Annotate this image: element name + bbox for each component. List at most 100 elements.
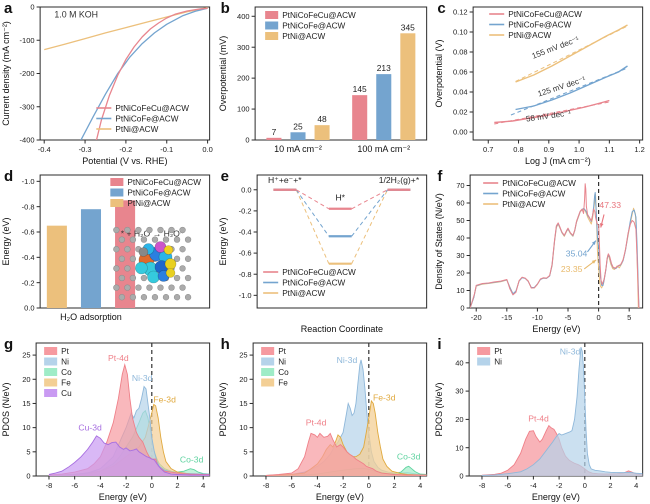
chart-text: Ni [495,358,503,367]
chart-text: 15 [239,399,247,408]
legend-swatch [44,347,58,355]
chart-text: Pt [495,347,503,356]
plot-area [48,343,210,476]
chart-text: -0.6 [238,249,251,258]
plot-area [273,188,411,265]
chart-text: Pt-4d [529,414,550,424]
chart-text: Energy (eV) [218,218,228,266]
chart-text: PtNiCoFe@ACW [282,22,345,31]
legend-swatch [264,21,278,30]
chart-text: -8 [479,481,486,490]
chart-text: Current density (mA cm⁻²) [1,21,11,126]
chart-text: 58 mV dec⁻¹ [526,108,572,123]
chart-text: 0 [150,481,154,490]
chart-text: 4 [201,481,205,490]
chart-text: PtNiCoFe@ACW [115,115,178,124]
chart-text: 47.33 [600,200,622,210]
chart-text: 0.08 [453,48,468,57]
chart-text: Ni-3d [336,355,357,365]
chart-text: 2 [175,481,179,490]
panel-label: d [4,168,14,185]
chart-text: PtNiCoFe@ACW [509,21,572,30]
chart-text: -0.8 [238,270,251,279]
chart-text: 100 [237,105,250,114]
chart-text: 40 [457,234,465,243]
chart-text: -100 [20,36,35,45]
annotation: Co-3d [397,452,421,462]
panel-g: g -8 -6 -4 -2 0 2 4 0 5 10 15 20 25 Energy (eV) PDOS (… [0,336,217,504]
panel-a-chart: -0.4 -0.3 -0.2 -0.1 0.0 0 -100 -200 -300 -400 Pote… [1,3,213,166]
legend-swatch [260,347,274,355]
plot-area [470,175,640,308]
bar [399,33,416,141]
chart-text: Fe [61,379,71,388]
chart-text: PtNi@ACW [127,199,170,208]
chart-text: 48 [317,114,327,124]
chart-text: 25 [239,351,247,360]
panel-a: a -0.4 -0.3 -0.2 -0.1 0.0 0 -100 -200 -300 -400 Po… [0,0,217,168]
annotation: Pt-4d [108,353,129,363]
chart-text: -0.4 [238,228,251,237]
annotation: Ni-3d [336,355,357,365]
chart-text: -6 [505,481,512,490]
series-PtNiCoFe@ACW [80,7,208,140]
legend-swatch [110,178,124,186]
panel-d-chart: -1.0 -0.8 -0.6 -0.4 -0.2 0.0 Energy (eV) H₂O ad… [1,174,211,322]
chart-text: -400 [20,136,35,145]
chart-text: -2 [556,481,563,490]
annotation: Fe-3d [373,393,396,403]
panel-c-chart: 0.7 0.8 0.9 1.0 1.1 1.2 0.00 0.02 0.04 0.06 0.08 0.… [434,6,645,166]
annotation: Ni-3d [560,346,581,356]
chart-text: -0.1 [160,145,173,154]
panel-i: i -8 -6 -4 -2 0 2 4 0 10 20 30 40 Energy (eV) PDOS (N… [433,336,650,504]
panel-b: b 0 100 200 300 400 Overpotential (mV) 7 25 48 10… [217,0,434,168]
chart-text: Cu [61,389,72,398]
annotation: Cu-3d [78,423,102,433]
annotation: * + H₂O → H₂O* [121,228,184,238]
chart-text: 25 [293,121,303,131]
axes: -0.4 -0.3 -0.2 -0.1 0.0 0 -100 -200 -300 -400 Pote… [1,3,213,166]
chart-text: PtNiCoFeCu@ACW [127,178,201,187]
chart-text: 10 mA cm⁻² [274,144,322,154]
chart-text: 5 [243,447,247,456]
annotation: 58 mV dec⁻¹ [526,108,572,123]
legend: Pt NiCo Fe [260,347,289,387]
chart-text: 125 mV dec⁻¹ [537,75,587,99]
annotation: Pt-4d [305,418,326,428]
chart-text: 0 [30,3,34,12]
chart-text: 4 [634,481,638,490]
chart-text: 10 [456,443,464,452]
chart-text: 0 [597,313,601,322]
chart-text: 0.0 [24,304,34,313]
legend-swatch [260,357,274,366]
chart-text: 2 [392,481,396,490]
legend-swatch [44,357,58,366]
panel-label: b [220,0,230,17]
arrowhead-icon [600,223,604,228]
chart-text: 15 [22,399,30,408]
chart-text: 1.0 M KOH [54,10,98,20]
chart-text: 10 [22,423,30,432]
chart-text: 0.10 [453,28,468,37]
chart-text: -10 [532,313,543,322]
area-Ni [265,359,427,476]
chart-text: PDOS (N/eV) [434,383,444,437]
plot-area [265,343,427,476]
axes: 0.7 0.8 0.9 1.0 1.1 1.2 0.00 0.02 0.04 0.06 0.08 0.… [434,6,645,166]
annotation: 1/2H₂(g)+* [378,175,419,185]
annotation: Pt-4d [529,414,550,424]
axes: 0.0 -0.2 -0.4 -0.6 -0.8 -1.0 Reaction Coordina… [218,174,427,334]
annotation: H⁺+e⁻+* [268,175,302,185]
chart-text: -0.6 [22,228,35,237]
chart-text: -6 [288,481,295,490]
panel-d: d -1.0 -0.8 -0.6 -0.4 -0.2 0.0 Energy (eV) H₂O … [0,168,217,336]
chart-text: 20 [22,375,30,384]
bar [80,209,102,308]
chart-text: 0 [583,481,587,490]
chart-text: Energy (eV) [533,324,581,334]
chart-text: H₂O adsorption [60,312,122,322]
